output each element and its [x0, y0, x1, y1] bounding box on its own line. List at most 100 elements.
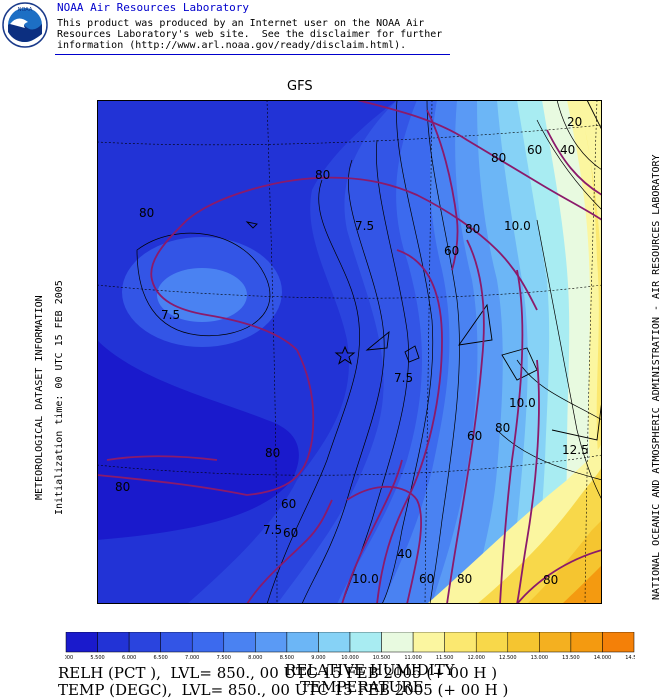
colorbar-swatch — [223, 632, 256, 653]
rh-band-12-5 — [527, 520, 602, 604]
contour-label: 80 — [465, 222, 480, 236]
contour-label: 10.0 — [352, 572, 379, 586]
rh-contour-80 — [516, 549, 602, 604]
info-line-2: TEMP (DEGC), LVL= 850., 00 UTC 15 FEB 20… — [58, 681, 509, 699]
colorbar-swatch — [97, 632, 130, 653]
rh-band-13-5 — [562, 565, 602, 604]
contour-label: 12.5 — [562, 443, 589, 457]
colorbar-swatch — [128, 632, 161, 653]
map-border — [97, 100, 602, 604]
temp-contour — [516, 359, 602, 421]
colorbar-tick-label: 13.000 — [531, 655, 549, 661]
colorbar-swatch — [475, 632, 509, 653]
rh-contour-80 — [356, 100, 602, 221]
disclaimer-line-2: Resources Laboratory's web site. See the… — [57, 29, 443, 40]
contour-label: 60 — [281, 497, 296, 511]
contour-label: 40 — [397, 547, 412, 561]
colorbar-swatch — [507, 632, 540, 653]
colorbar: 5.000 5.500 6.000 6.500 7.000 7.500 8.000 8.500… — [65, 632, 635, 661]
colorbar-swatch — [318, 632, 351, 653]
temp-contour — [496, 429, 602, 481]
variable-1-title: RELATIVE HUMIDITY — [285, 661, 455, 679]
longitude-line — [584, 100, 598, 604]
colorbar-swatch — [412, 632, 445, 653]
island-outline — [245, 221, 258, 229]
colorbar-swatch — [349, 632, 382, 653]
colorbar-swatch — [160, 632, 193, 653]
temp-contour — [536, 119, 602, 211]
longitude-line — [266, 100, 278, 604]
contour-label: 20 — [567, 115, 582, 129]
contour-label: 10.0 — [509, 396, 536, 410]
latitude-line — [97, 284, 602, 299]
colorbar-tick-label: 12.500 — [499, 655, 517, 661]
disclaimer: This product was produced by an Internet… — [57, 18, 442, 51]
colorbar-tick-label: 7.500 — [217, 655, 231, 661]
colorbar-tick-label: 14.500 — [625, 655, 635, 661]
colorbar-tick-label: 7.000 — [185, 655, 199, 661]
contour-label: 10.0 — [504, 219, 531, 233]
colorbar-swatch — [255, 632, 288, 653]
temp-contour — [426, 100, 460, 604]
dataset-info-label: METEOROLOGICAL DATASET INFORMATION — [34, 295, 45, 500]
rh-contour-40 — [341, 459, 403, 604]
contour-label: 60 — [527, 143, 542, 157]
contour-label: 80 — [495, 421, 510, 435]
colorbar-swatch — [539, 632, 572, 653]
rh-contour-80 — [499, 269, 524, 604]
header: NOAA NOAA Air Resources Laboratory This … — [0, 0, 663, 60]
colorbar-swatch — [286, 632, 319, 653]
coastline — [458, 303, 493, 346]
contour-label: 80 — [265, 446, 280, 460]
temp-contour — [301, 159, 385, 604]
rh-contour-80 — [97, 176, 538, 496]
rh-contour — [426, 109, 459, 271]
disclaimer-line-3: information (http://www.arl.noaa.gov/rea… — [57, 40, 407, 51]
colorbar-swatch — [191, 632, 225, 653]
island-outline — [404, 345, 420, 363]
coastline — [551, 399, 602, 441]
weather-map: 80 80 7.5 80 60 80 10.0 60 7.5 20 40 80 … — [97, 100, 602, 604]
star-icon[interactable] — [334, 345, 356, 365]
temp-contour — [381, 100, 434, 604]
temp-contour — [556, 100, 602, 171]
contour-label: 80 — [543, 573, 558, 587]
colorbar-swatch — [381, 632, 414, 653]
colorbar-tick-label: 6.500 — [154, 655, 168, 661]
noaa-credit-label: NATIONAL OCEANIC AND ATMOSPHERIC ADMINIS… — [651, 154, 662, 600]
colorbar-tick-label: 10.500 — [373, 655, 391, 661]
contour-label: 60 — [283, 526, 298, 540]
rh-contour-60 — [246, 499, 333, 604]
island-outline — [365, 330, 390, 351]
lab-title[interactable]: NOAA Air Resources Laboratory — [57, 1, 250, 14]
contour-label: 80 — [315, 168, 330, 182]
rh-region-5 — [97, 340, 299, 540]
colorbar-tick-label: 11.000 — [404, 655, 422, 661]
colorbar-swatch — [602, 632, 635, 653]
rh-band-11-5 — [585, 130, 602, 604]
colorbar-tick-label: 8.500 — [280, 655, 294, 661]
colorbar-tick-label: 13.500 — [562, 655, 580, 661]
header-divider — [55, 54, 450, 55]
temp-contour — [536, 219, 602, 501]
colorbar-tick-label: 6.000 — [122, 655, 136, 661]
colorbar-tick-label: 10.000 — [341, 655, 359, 661]
contour-label: 7.5 — [355, 219, 374, 233]
contour-label: 80 — [115, 480, 130, 494]
colorbar-swatch — [444, 632, 477, 653]
contour-label: 7.5 — [263, 523, 282, 537]
contour-label: 60 — [419, 572, 434, 586]
colorbar-tick-label: 5.000 — [65, 655, 73, 661]
contour-label: 60 — [444, 244, 459, 258]
colorbar-tick-label: 11.500 — [436, 655, 454, 661]
logo-text: NOAA — [18, 7, 33, 13]
colorbar-tick-label: 8.000 — [248, 655, 262, 661]
init-time-label: Initialization time: 00 UTC 15 FEB 2005 — [54, 280, 65, 515]
colorbar-tick-label: 14.000 — [594, 655, 612, 661]
coastline — [586, 100, 602, 131]
colorbar-swatch — [570, 632, 603, 653]
contour-label: 60 — [467, 429, 482, 443]
contour-label: 40 — [560, 143, 575, 157]
colorbar-swatch — [65, 632, 98, 653]
noaa-logo[interactable]: NOAA — [2, 2, 48, 48]
